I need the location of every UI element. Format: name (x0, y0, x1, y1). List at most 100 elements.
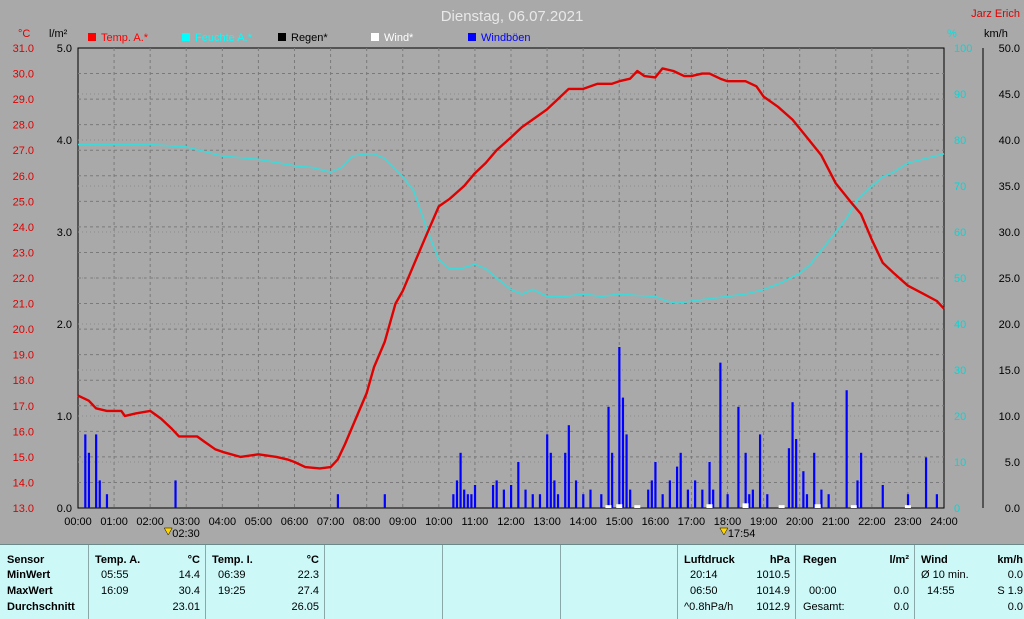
gust-bar (675, 466, 679, 508)
gust-bar (661, 494, 664, 508)
gust-bar (105, 494, 109, 508)
chart-title: Dienstag, 06.07.2021 (441, 8, 584, 25)
temp-tick-label: 27.0 (13, 145, 34, 157)
rain-axis: 0.0 1.0 2.0 3.0 4.0 5.0 (57, 43, 72, 515)
time-tick-label: 06:00 (281, 516, 309, 528)
wind-unit: km/h (997, 554, 1023, 566)
gust-bar (491, 485, 495, 508)
legend: Temp. A.* Feuchte A.* Regen* Wind* Windb… (88, 32, 531, 44)
wind-point (634, 505, 641, 508)
gust-bar (538, 494, 542, 508)
temp-tick-label: 25.0 (13, 196, 34, 208)
gust-bar (459, 452, 462, 508)
gust-bar (802, 471, 805, 508)
gust-bar (820, 489, 823, 508)
temp-tick-label: 29.0 (13, 94, 34, 106)
wind-avg: 0.0 (1007, 569, 1023, 581)
marker-icon (719, 527, 729, 536)
gust-bar (582, 494, 585, 508)
gust-bar (654, 462, 657, 508)
humidity-tick-label: 90 (954, 89, 966, 101)
gust-bar (87, 452, 91, 508)
humidity-tick-label: 50 (954, 273, 966, 285)
gust-bar (517, 462, 520, 508)
gust-bar (95, 434, 98, 508)
rain-tick-label: 5.0 (57, 43, 72, 55)
time-tick-label: 15:00 (605, 516, 633, 528)
humidity-tick-label: 100 (954, 43, 972, 55)
gust-bar (708, 462, 711, 508)
wind-header: Wind (921, 554, 948, 566)
gust-bar (647, 489, 650, 508)
humidity-line (78, 143, 945, 305)
gust-bar (502, 489, 505, 508)
stats-empty-column-3 (560, 545, 678, 619)
humidity-tick-label: 20 (954, 411, 966, 423)
wind-point (814, 504, 821, 508)
temp-tick-label: 14.0 (13, 477, 34, 489)
legend-swatch-humidity (182, 33, 190, 41)
time-tick-label: 02:00 (136, 516, 164, 528)
gust-series (84, 347, 938, 508)
temp-tick-label: 26.0 (13, 171, 34, 183)
time-tick-label: 16:00 (642, 516, 670, 528)
temp-i-min: 22.3 (297, 569, 319, 581)
time-axis: 00:00 01:00 02:00 03:00 04:00 05:00 06:00 07:00… (64, 516, 958, 528)
gust-bar (564, 452, 567, 508)
gust-bar (621, 397, 625, 508)
temp-i-min-time: 06:39 (218, 569, 246, 581)
gust-bar (719, 362, 722, 508)
humidity-tick-label: 40 (954, 319, 966, 331)
temp-a-unit: °C (187, 554, 200, 566)
temp-tick-label: 31.0 (13, 43, 34, 55)
temp-tick-label: 18.0 (13, 375, 34, 387)
gust-bar (336, 494, 339, 508)
author-label: Jarz Erich (971, 8, 1020, 20)
rain-value: 0.0 (893, 585, 909, 597)
gust-bar (668, 480, 671, 508)
stats-rain-column: Regen l/m² 00:00 0.0 Gesamt: 0.0 (795, 545, 915, 619)
wind-tick-label: 45.0 (999, 89, 1020, 101)
temp-i-header: Temp. I. (212, 554, 253, 566)
gust-bar (805, 494, 809, 508)
weather-chart: 13.0 14.0 15.0 16.0 17.0 18.0 19.0 20.0 21.0 22.0… (13, 8, 1020, 540)
humidity-tick-label: 0 (954, 503, 960, 515)
temp-tick-label: 30.0 (13, 69, 34, 81)
gust-bar (495, 480, 498, 508)
gust-bar (611, 452, 614, 508)
temp-tick-label: 13.0 (13, 503, 34, 515)
gust-bar (860, 452, 863, 508)
time-tick-label: 17:00 (678, 516, 706, 528)
legend-swatch-rain (278, 33, 286, 41)
rain-unit: l/m² (889, 554, 909, 566)
wind-tick-label: 25.0 (999, 273, 1020, 285)
gust-bar (98, 480, 101, 508)
stats-row-avg: Durchschnitt (7, 601, 75, 613)
gust-bar (712, 489, 715, 508)
wind-axis: 0.0 5.0 10.0 15.0 20.0 25.0 30.0 35.0 40.0 45.0 50… (982, 43, 1020, 515)
gust-bar (524, 489, 527, 508)
legend-label-gust: Windböen (481, 32, 531, 44)
rain-tick-label: 3.0 (57, 227, 72, 239)
gust-bar (650, 480, 653, 508)
gust-bar (625, 434, 628, 508)
time-tick-label: 21:00 (822, 516, 850, 528)
gust-bar (751, 489, 754, 508)
stats-empty-column-1 (324, 545, 443, 619)
wind-avg-label: Ø 10 min. (921, 569, 969, 581)
gust-bar (726, 494, 729, 508)
wind-max-time: 14:55 (927, 585, 955, 597)
temp-tick-label: 23.0 (13, 247, 34, 259)
gust-bar (174, 480, 177, 508)
legend-label-temp: Temp. A.* (101, 32, 149, 44)
stats-temp-a-column: Temp. A. °C 05:55 14.4 16:09 30.4 23.01 (88, 545, 206, 619)
gust-bar (737, 406, 740, 508)
gust-bar (845, 390, 848, 508)
wind-tick-label: 15.0 (999, 365, 1020, 377)
gust-bar (795, 439, 798, 508)
gust-bar (701, 489, 704, 508)
temp-a-max: 30.4 (178, 585, 200, 597)
legend-label-rain: Regen* (291, 32, 328, 44)
temp-tick-label: 15.0 (13, 452, 34, 464)
wind-point (742, 503, 749, 508)
